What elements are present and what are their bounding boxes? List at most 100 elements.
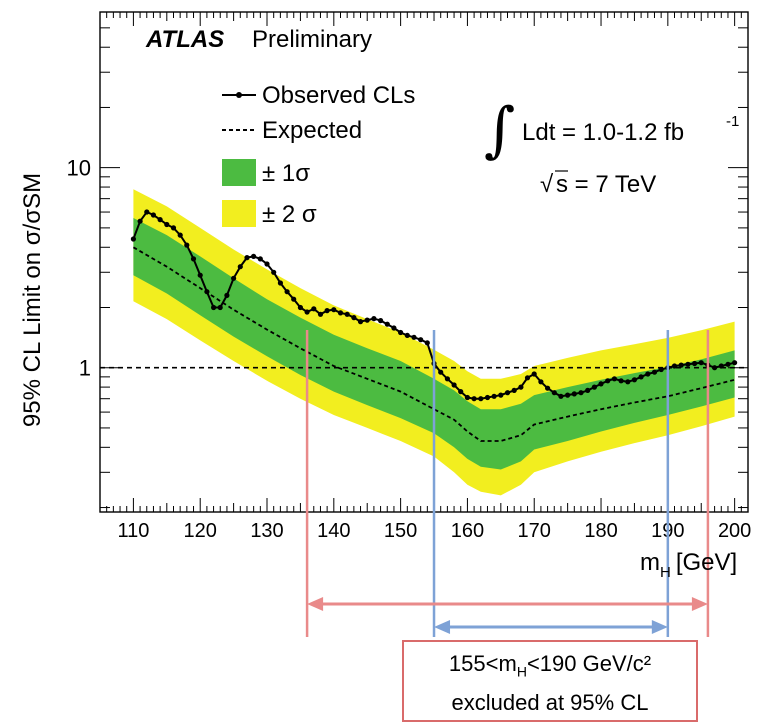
observed-point (585, 387, 591, 393)
band-1sigma (133, 218, 735, 470)
observed-point (284, 289, 290, 295)
atlas-label: ATLAS (145, 26, 224, 53)
observed-point (551, 390, 557, 396)
observed-point (658, 366, 664, 373)
plot-frame-group (99, 11, 749, 513)
observed-point (418, 337, 424, 343)
observed-point (504, 390, 511, 396)
observed-point (444, 376, 450, 382)
observed-point (204, 289, 210, 295)
exclusion-text-line2: excluded at 95% CL (451, 690, 649, 716)
observed-point (378, 318, 384, 324)
observed-point (157, 217, 163, 223)
exclusion-group (305, 330, 710, 637)
observed-point (164, 221, 170, 228)
sqrt-sign: √ (540, 171, 554, 198)
observed-point (685, 361, 691, 367)
observed-point (364, 317, 370, 323)
observed-point (471, 396, 477, 402)
expected-line (132, 246, 735, 442)
expected-exclusion-arrow-head-left (307, 597, 324, 611)
observed-point (197, 272, 203, 278)
observed-point (424, 340, 430, 346)
sigma-bands (133, 189, 735, 496)
observed-point (491, 393, 497, 399)
observed-point (237, 264, 243, 270)
legend-band2-label: ± 2 σ (262, 201, 317, 228)
x-axis-label: mH [GeV] (640, 549, 737, 581)
exclusion-text-line1: 155<mH<190 GeV/c² (448, 651, 652, 680)
observed-point (531, 371, 537, 377)
x-tick-label: 160 (451, 520, 484, 542)
observed-point (545, 385, 551, 391)
legend-observed-marker (236, 92, 242, 98)
observed-point (144, 209, 150, 215)
observed-point (351, 315, 357, 321)
svg-text:95% CL Limit on σ/σSM: 95% CL Limit on σ/σSM (19, 173, 46, 427)
observed-point (638, 374, 644, 380)
observed-point (598, 381, 604, 387)
x-tick-label: 140 (317, 520, 350, 542)
observed-point (651, 369, 658, 375)
observed-point (211, 304, 217, 311)
observed-point (484, 394, 491, 401)
observed-point (538, 379, 544, 385)
observed-point (698, 360, 704, 366)
observed-point (645, 371, 651, 377)
observed-point (678, 362, 684, 368)
observed-point (618, 378, 624, 384)
observed-point (231, 275, 237, 281)
y-tick-label: 1 (79, 356, 91, 381)
observed-point (271, 269, 277, 275)
observed-point (244, 255, 250, 261)
lumi-label: Ldt = 1.0-1.2 fb (522, 119, 684, 146)
observed-point (184, 242, 190, 248)
observed-point (511, 387, 517, 393)
observed-point (478, 396, 484, 402)
legend-expected-label: Expected (262, 117, 362, 144)
observed-point (344, 311, 350, 317)
observed-point (217, 304, 223, 311)
x-tick-label: 130 (250, 520, 283, 542)
observed-point (371, 316, 377, 322)
observed-point (712, 365, 718, 371)
observed-point (304, 309, 310, 315)
observed-point (150, 212, 156, 218)
x-tick-label: 180 (584, 520, 617, 542)
observed-point (291, 296, 297, 302)
observed-point (384, 321, 390, 327)
observed-exclusion-arrow-head-right (651, 620, 668, 634)
observed-point (605, 378, 611, 384)
observed-point (297, 304, 303, 311)
observed-point (264, 261, 270, 267)
observed-point (718, 363, 724, 369)
observed-point (625, 379, 631, 385)
observed-point (565, 392, 571, 398)
observed-point (571, 391, 577, 397)
observed-point (464, 394, 470, 401)
observed-point (451, 382, 457, 388)
observed-point (257, 256, 263, 262)
x-tick-label: 170 (518, 520, 551, 542)
observed-point (317, 311, 324, 317)
legend-band2-swatch (222, 200, 256, 227)
observed-exclusion-arrow-head-left (434, 620, 451, 634)
integral-sign: ∫ (484, 95, 515, 165)
observed-point (170, 225, 177, 231)
y-axis-label: 95% CL Limit on σ/σSM (19, 173, 46, 427)
observed-point (324, 308, 330, 314)
observed-point (692, 360, 698, 367)
observed-point (578, 390, 584, 396)
legend-band1-label: ± 1σ (262, 160, 310, 187)
observed-point (251, 253, 257, 259)
observed-point (725, 361, 731, 367)
observed-point (177, 232, 183, 238)
observed-point (357, 319, 364, 325)
observed-point (438, 369, 444, 375)
observed-point (137, 218, 143, 224)
observed-point (591, 384, 598, 390)
observed-point (732, 360, 738, 366)
x-tick-label: 110 (117, 520, 149, 542)
energy-label: s = 7 TeV (556, 171, 656, 198)
observed-point (411, 334, 417, 340)
